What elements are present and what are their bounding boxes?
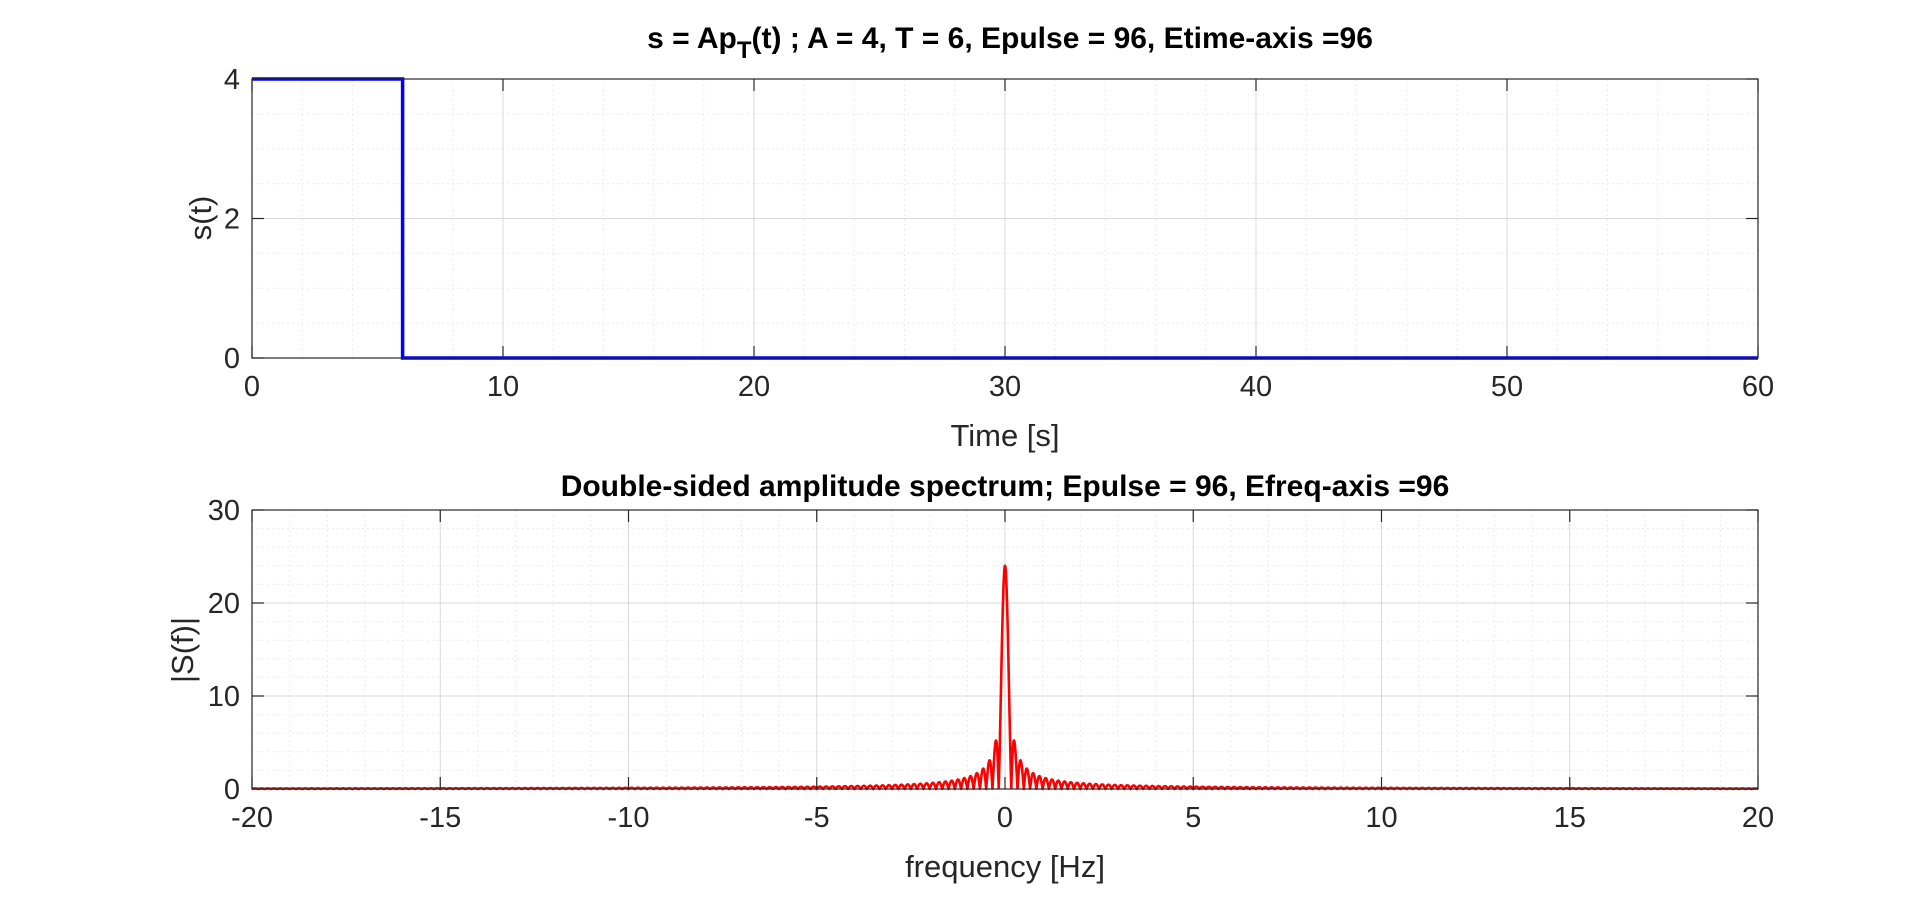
frequency-x-tick-label: 0 xyxy=(997,802,1013,834)
frequency-tick-marks xyxy=(251,509,1759,790)
time-x-tick-label: 60 xyxy=(1742,371,1774,403)
time-plot-title-subscript: T xyxy=(737,37,752,64)
frequency-x-axis-label: frequency [Hz] xyxy=(905,849,1105,884)
time-x-tick-label: 30 xyxy=(989,371,1021,403)
time-x-tick-label: 20 xyxy=(738,371,770,403)
frequency-domain-axes: Double-sided amplitude spectrum; Epulse … xyxy=(165,470,1774,884)
frequency-x-tick-label: -10 xyxy=(608,802,650,834)
time-y-tick-labels: 0 2 4 xyxy=(224,64,240,375)
frequency-y-tick-labels: 0 10 20 30 xyxy=(208,495,240,806)
time-x-tick-label: 40 xyxy=(1240,371,1272,403)
time-x-tick-label: 10 xyxy=(487,371,519,403)
frequency-x-tick-labels: -20 -15 -10 -5 0 5 10 15 20 xyxy=(231,802,1774,834)
time-major-grid xyxy=(251,78,1759,359)
time-y-tick-label: 4 xyxy=(224,64,240,96)
time-y-tick-label: 0 xyxy=(224,343,240,375)
frequency-x-tick-label: -15 xyxy=(419,802,461,834)
frequency-x-tick-label: -5 xyxy=(804,802,830,834)
time-domain-axes: s = ApT(t) ; A = 4, T = 6, Epulse = 96, … xyxy=(183,22,1774,453)
time-x-axis-label: Time [s] xyxy=(950,418,1059,453)
frequency-y-axis-label: |S(f)| xyxy=(165,617,200,683)
time-x-tick-labels: 0 10 20 30 40 50 60 xyxy=(244,371,1774,403)
frequency-x-tick-label: 15 xyxy=(1554,802,1586,834)
frequency-x-tick-label: 10 xyxy=(1365,802,1397,834)
frequency-minor-grid xyxy=(252,510,1758,789)
time-plot-title: s = ApT(t) ; A = 4, T = 6, Epulse = 96, … xyxy=(647,22,1373,64)
time-tick-marks xyxy=(251,78,1759,359)
frequency-y-tick-label: 0 xyxy=(224,774,240,806)
frequency-x-tick-label: 20 xyxy=(1742,802,1774,834)
frequency-y-tick-label: 20 xyxy=(208,588,240,620)
frequency-x-tick-label: -20 xyxy=(231,802,273,834)
time-y-tick-label: 2 xyxy=(224,204,240,236)
time-x-tick-label: 0 xyxy=(244,371,260,403)
time-plot-title-prefix: s = Ap xyxy=(647,22,737,55)
time-plot-title-suffix: (t) ; A = 4, T = 6, Epulse = 96, Etime-a… xyxy=(752,22,1373,55)
frequency-y-tick-label: 10 xyxy=(208,681,240,713)
time-y-axis-label: s(t) xyxy=(183,196,218,241)
frequency-x-tick-label: 5 xyxy=(1185,802,1201,834)
time-x-tick-label: 50 xyxy=(1491,371,1523,403)
spectrum-plot-title: Double-sided amplitude spectrum; Epulse … xyxy=(561,470,1450,503)
frequency-y-tick-label: 30 xyxy=(208,495,240,527)
